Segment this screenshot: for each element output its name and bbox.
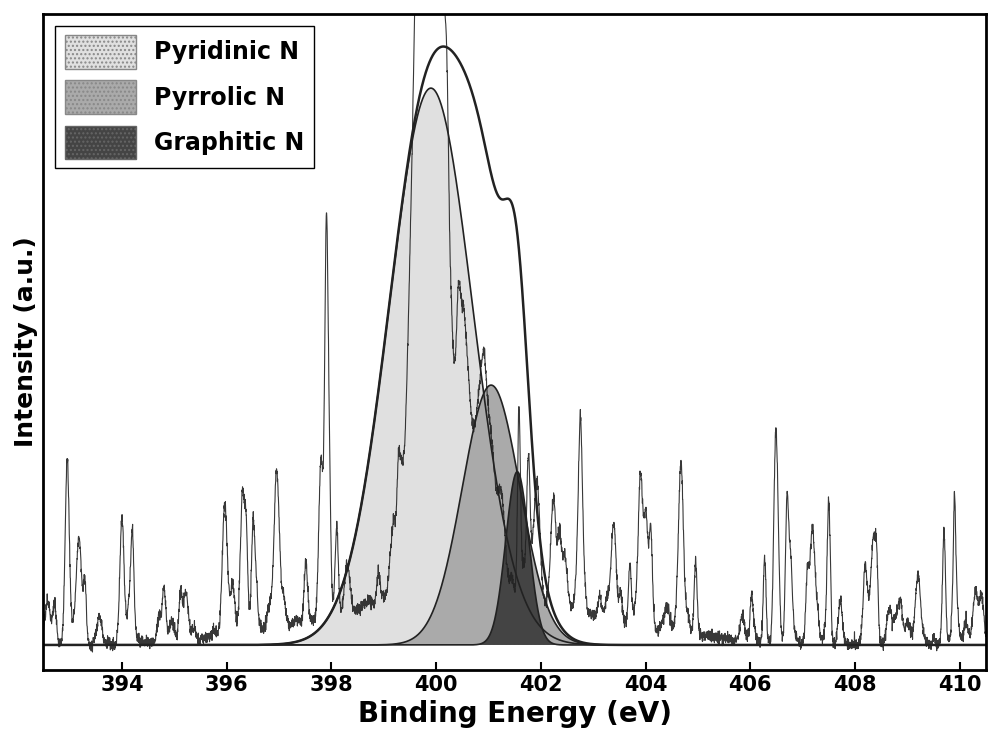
X-axis label: Binding Energy (eV): Binding Energy (eV) [358,700,672,728]
Legend: Pyridinic N, Pyrrolic N, Graphitic N: Pyridinic N, Pyrrolic N, Graphitic N [55,26,314,168]
Y-axis label: Intensity (a.u.): Intensity (a.u.) [14,237,38,447]
